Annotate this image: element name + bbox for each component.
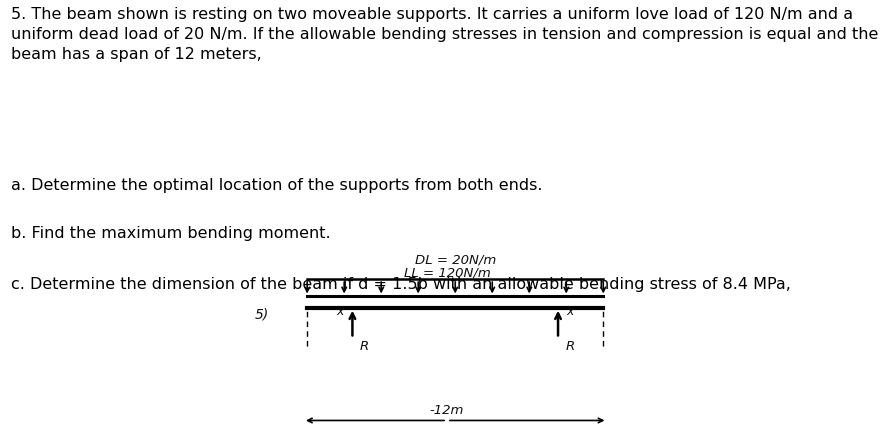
Text: x: x	[336, 305, 344, 318]
Text: R: R	[360, 340, 369, 353]
Text: R: R	[566, 340, 575, 353]
Text: LL = 120N/m: LL = 120N/m	[403, 267, 491, 280]
Text: a. Determine the optimal location of the supports from both ends.: a. Determine the optimal location of the…	[11, 178, 543, 193]
Text: -12m: -12m	[430, 404, 464, 416]
Text: x: x	[567, 305, 574, 318]
Text: c. Determine the dimension of the beam if d = 1.5b with an allowable bending str: c. Determine the dimension of the beam i…	[11, 278, 790, 293]
Text: b. Find the maximum bending moment.: b. Find the maximum bending moment.	[11, 226, 331, 242]
Text: 5): 5)	[255, 308, 269, 321]
Text: DL = 20N/m: DL = 20N/m	[415, 254, 496, 266]
Text: 5. The beam shown is resting on two moveable supports. It carries a uniform love: 5. The beam shown is resting on two move…	[11, 7, 878, 63]
